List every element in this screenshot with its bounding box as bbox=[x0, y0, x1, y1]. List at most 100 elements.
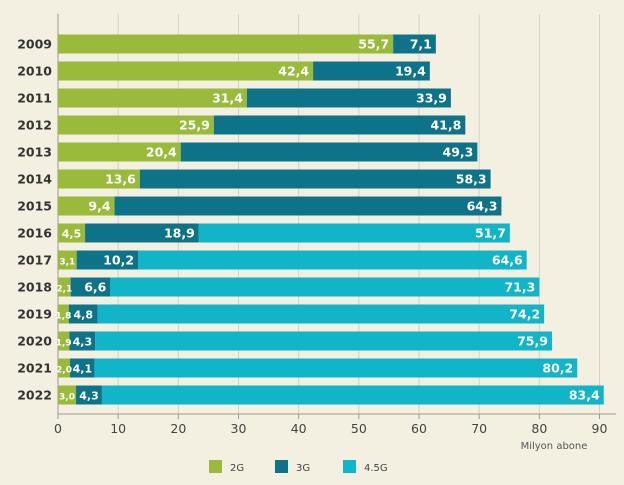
x-tick-label: 50 bbox=[351, 421, 367, 436]
bar-segment bbox=[101, 385, 604, 405]
x-tick-label: 10 bbox=[110, 421, 126, 436]
bar-segment bbox=[139, 169, 491, 189]
year-label: 2011 bbox=[17, 91, 52, 106]
data-label: 49,3 bbox=[443, 145, 474, 160]
data-label: 2,0 bbox=[56, 366, 72, 376]
data-label: 7,1 bbox=[410, 37, 432, 52]
data-label: 19,4 bbox=[395, 64, 426, 79]
bar-segment bbox=[246, 88, 451, 108]
bar-segment bbox=[58, 358, 71, 378]
legend: 2G 3G 4.5G bbox=[209, 460, 388, 474]
year-label: 2018 bbox=[17, 280, 52, 295]
bar-segment bbox=[58, 223, 86, 243]
data-label: 2,1 bbox=[56, 285, 72, 295]
bars bbox=[58, 34, 604, 405]
bar-segment bbox=[110, 277, 540, 297]
data-label: 10,2 bbox=[103, 253, 134, 268]
x-tick-label: 40 bbox=[291, 421, 307, 436]
data-label: 18,9 bbox=[164, 226, 195, 241]
data-label: 80,2 bbox=[542, 361, 573, 376]
data-label: 74,2 bbox=[509, 307, 540, 322]
data-label: 4,3 bbox=[73, 336, 93, 349]
year-label: 2019 bbox=[17, 307, 52, 322]
data-label: 51,7 bbox=[475, 226, 506, 241]
data-label: 75,9 bbox=[517, 334, 548, 349]
bar-segment bbox=[58, 331, 70, 351]
data-label: 1,8 bbox=[55, 312, 71, 322]
x-tick-label: 0 bbox=[54, 421, 62, 436]
bar-segment bbox=[213, 115, 466, 135]
x-tick-label: 60 bbox=[411, 421, 427, 436]
bar-segment bbox=[58, 142, 181, 162]
year-label: 2009 bbox=[17, 37, 52, 52]
bar-segment bbox=[68, 304, 98, 324]
bar-segment bbox=[76, 250, 139, 270]
bar-segment bbox=[58, 61, 314, 81]
year-label: 2017 bbox=[17, 253, 52, 268]
data-label: 6,6 bbox=[84, 280, 106, 295]
bar-segment bbox=[95, 331, 552, 351]
data-label: 33,9 bbox=[416, 91, 447, 106]
data-label: 4,5 bbox=[62, 228, 82, 241]
legend-label: 3G bbox=[296, 463, 310, 474]
data-label: 41,8 bbox=[430, 118, 461, 133]
bar-segment bbox=[69, 331, 96, 351]
data-labels: 55,7 7,1 42,4 19,4 31,4 33,9 25,9 41,8 20,4 49,3 1… bbox=[55, 37, 600, 403]
data-label: 4,1 bbox=[73, 363, 93, 376]
bar-segment bbox=[58, 250, 77, 270]
bar-segment bbox=[94, 358, 578, 378]
data-label: 42,4 bbox=[278, 64, 309, 79]
data-label: 58,3 bbox=[456, 172, 487, 187]
bar-segment bbox=[58, 88, 247, 108]
data-label: 71,3 bbox=[504, 280, 535, 295]
data-label: 83,4 bbox=[569, 388, 600, 403]
year-label: 2013 bbox=[17, 145, 52, 160]
data-label: 13,6 bbox=[105, 172, 136, 187]
year-label: 2021 bbox=[17, 361, 52, 376]
bar-segment bbox=[97, 304, 545, 324]
bar-segment bbox=[58, 196, 115, 216]
bar-segment bbox=[70, 358, 95, 378]
year-labels: 2009 2010 2011 2012 2013 2014 2015 2016 2017 2018… bbox=[17, 37, 52, 403]
year-label: 2014 bbox=[17, 172, 52, 187]
data-label: 20,4 bbox=[146, 145, 177, 160]
bar-segment bbox=[114, 196, 502, 216]
data-label: 4,3 bbox=[79, 390, 99, 403]
bar-segment bbox=[76, 385, 102, 405]
data-label: 25,9 bbox=[179, 118, 210, 133]
year-label: 2015 bbox=[17, 199, 52, 214]
year-label: 2016 bbox=[17, 226, 52, 241]
x-tick-label: 30 bbox=[231, 421, 247, 436]
bar-segment bbox=[58, 115, 214, 135]
year-label: 2020 bbox=[17, 334, 52, 349]
bar-segment bbox=[58, 34, 394, 54]
bar-segment bbox=[58, 169, 140, 189]
year-label: 2012 bbox=[17, 118, 52, 133]
x-tick-label: 80 bbox=[531, 421, 547, 436]
x-tick-label: 90 bbox=[592, 421, 608, 436]
data-label: 9,4 bbox=[88, 199, 110, 214]
bar-segment bbox=[198, 223, 510, 243]
bar-segment bbox=[58, 304, 69, 324]
x-tick-label: 70 bbox=[471, 421, 487, 436]
data-label: 31,4 bbox=[212, 91, 243, 106]
legend-swatch bbox=[209, 460, 222, 473]
bar-segment bbox=[180, 142, 478, 162]
data-label: 3,1 bbox=[59, 258, 75, 268]
bar-segment bbox=[58, 277, 71, 297]
data-label: 4,8 bbox=[74, 309, 94, 322]
bar-segment bbox=[393, 34, 436, 54]
legend-label: 2G bbox=[230, 463, 244, 474]
bar-segment bbox=[70, 277, 111, 297]
year-label: 2022 bbox=[17, 388, 52, 403]
bar-segment bbox=[138, 250, 527, 270]
legend-swatch bbox=[275, 460, 288, 473]
x-axis-label: Milyon abone bbox=[521, 441, 588, 452]
year-label: 2010 bbox=[17, 64, 52, 79]
bar-segment bbox=[85, 223, 199, 243]
data-label: 3,0 bbox=[59, 393, 75, 403]
data-label: 64,3 bbox=[467, 199, 498, 214]
legend-label: 4.5G bbox=[364, 463, 388, 474]
